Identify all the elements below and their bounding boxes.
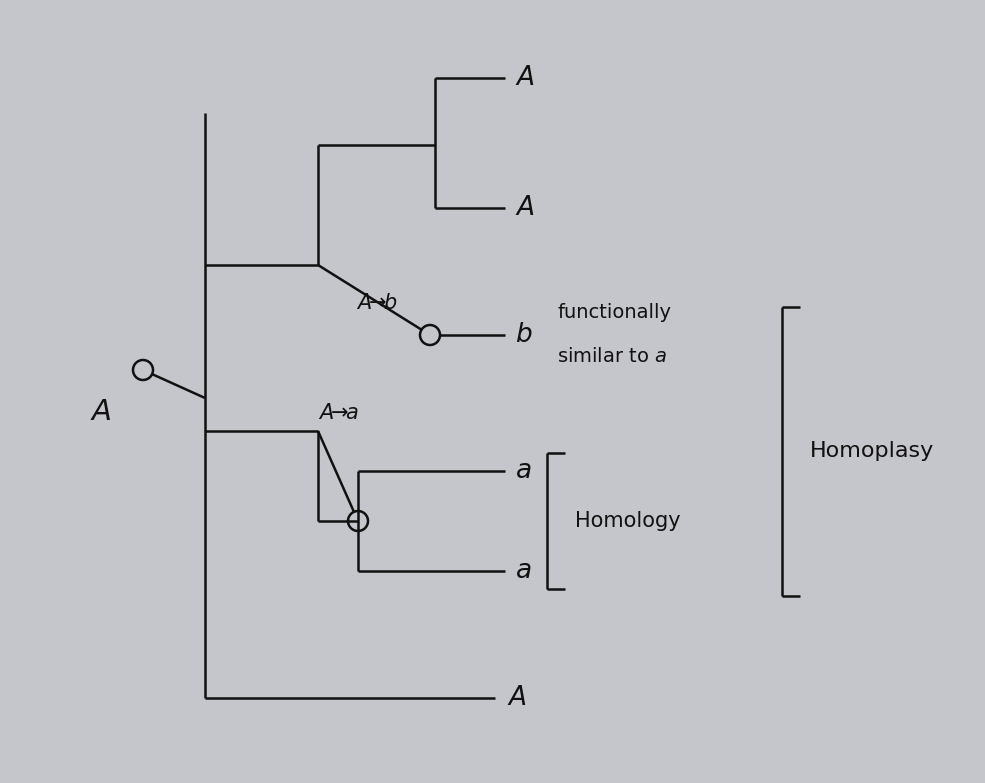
Text: $a$: $a$ — [515, 458, 532, 484]
Text: Homology: Homology — [575, 511, 681, 531]
Text: Homoplasy: Homoplasy — [810, 442, 934, 461]
Text: $b$: $b$ — [515, 322, 533, 348]
Text: $A$: $A$ — [515, 65, 535, 91]
Text: similar to $a$: similar to $a$ — [557, 348, 667, 366]
Text: $A$$\!\!\rightarrow\!\!$$b$: $A$$\!\!\rightarrow\!\!$$b$ — [356, 293, 398, 313]
Text: $A$$\!\!\rightarrow\!\!$$a$: $A$$\!\!\rightarrow\!\!$$a$ — [318, 403, 359, 423]
Text: $A$: $A$ — [91, 398, 111, 426]
Text: functionally: functionally — [557, 304, 671, 323]
Text: $A$: $A$ — [515, 195, 535, 221]
Text: $a$: $a$ — [515, 558, 532, 584]
Text: $A$: $A$ — [507, 685, 527, 711]
